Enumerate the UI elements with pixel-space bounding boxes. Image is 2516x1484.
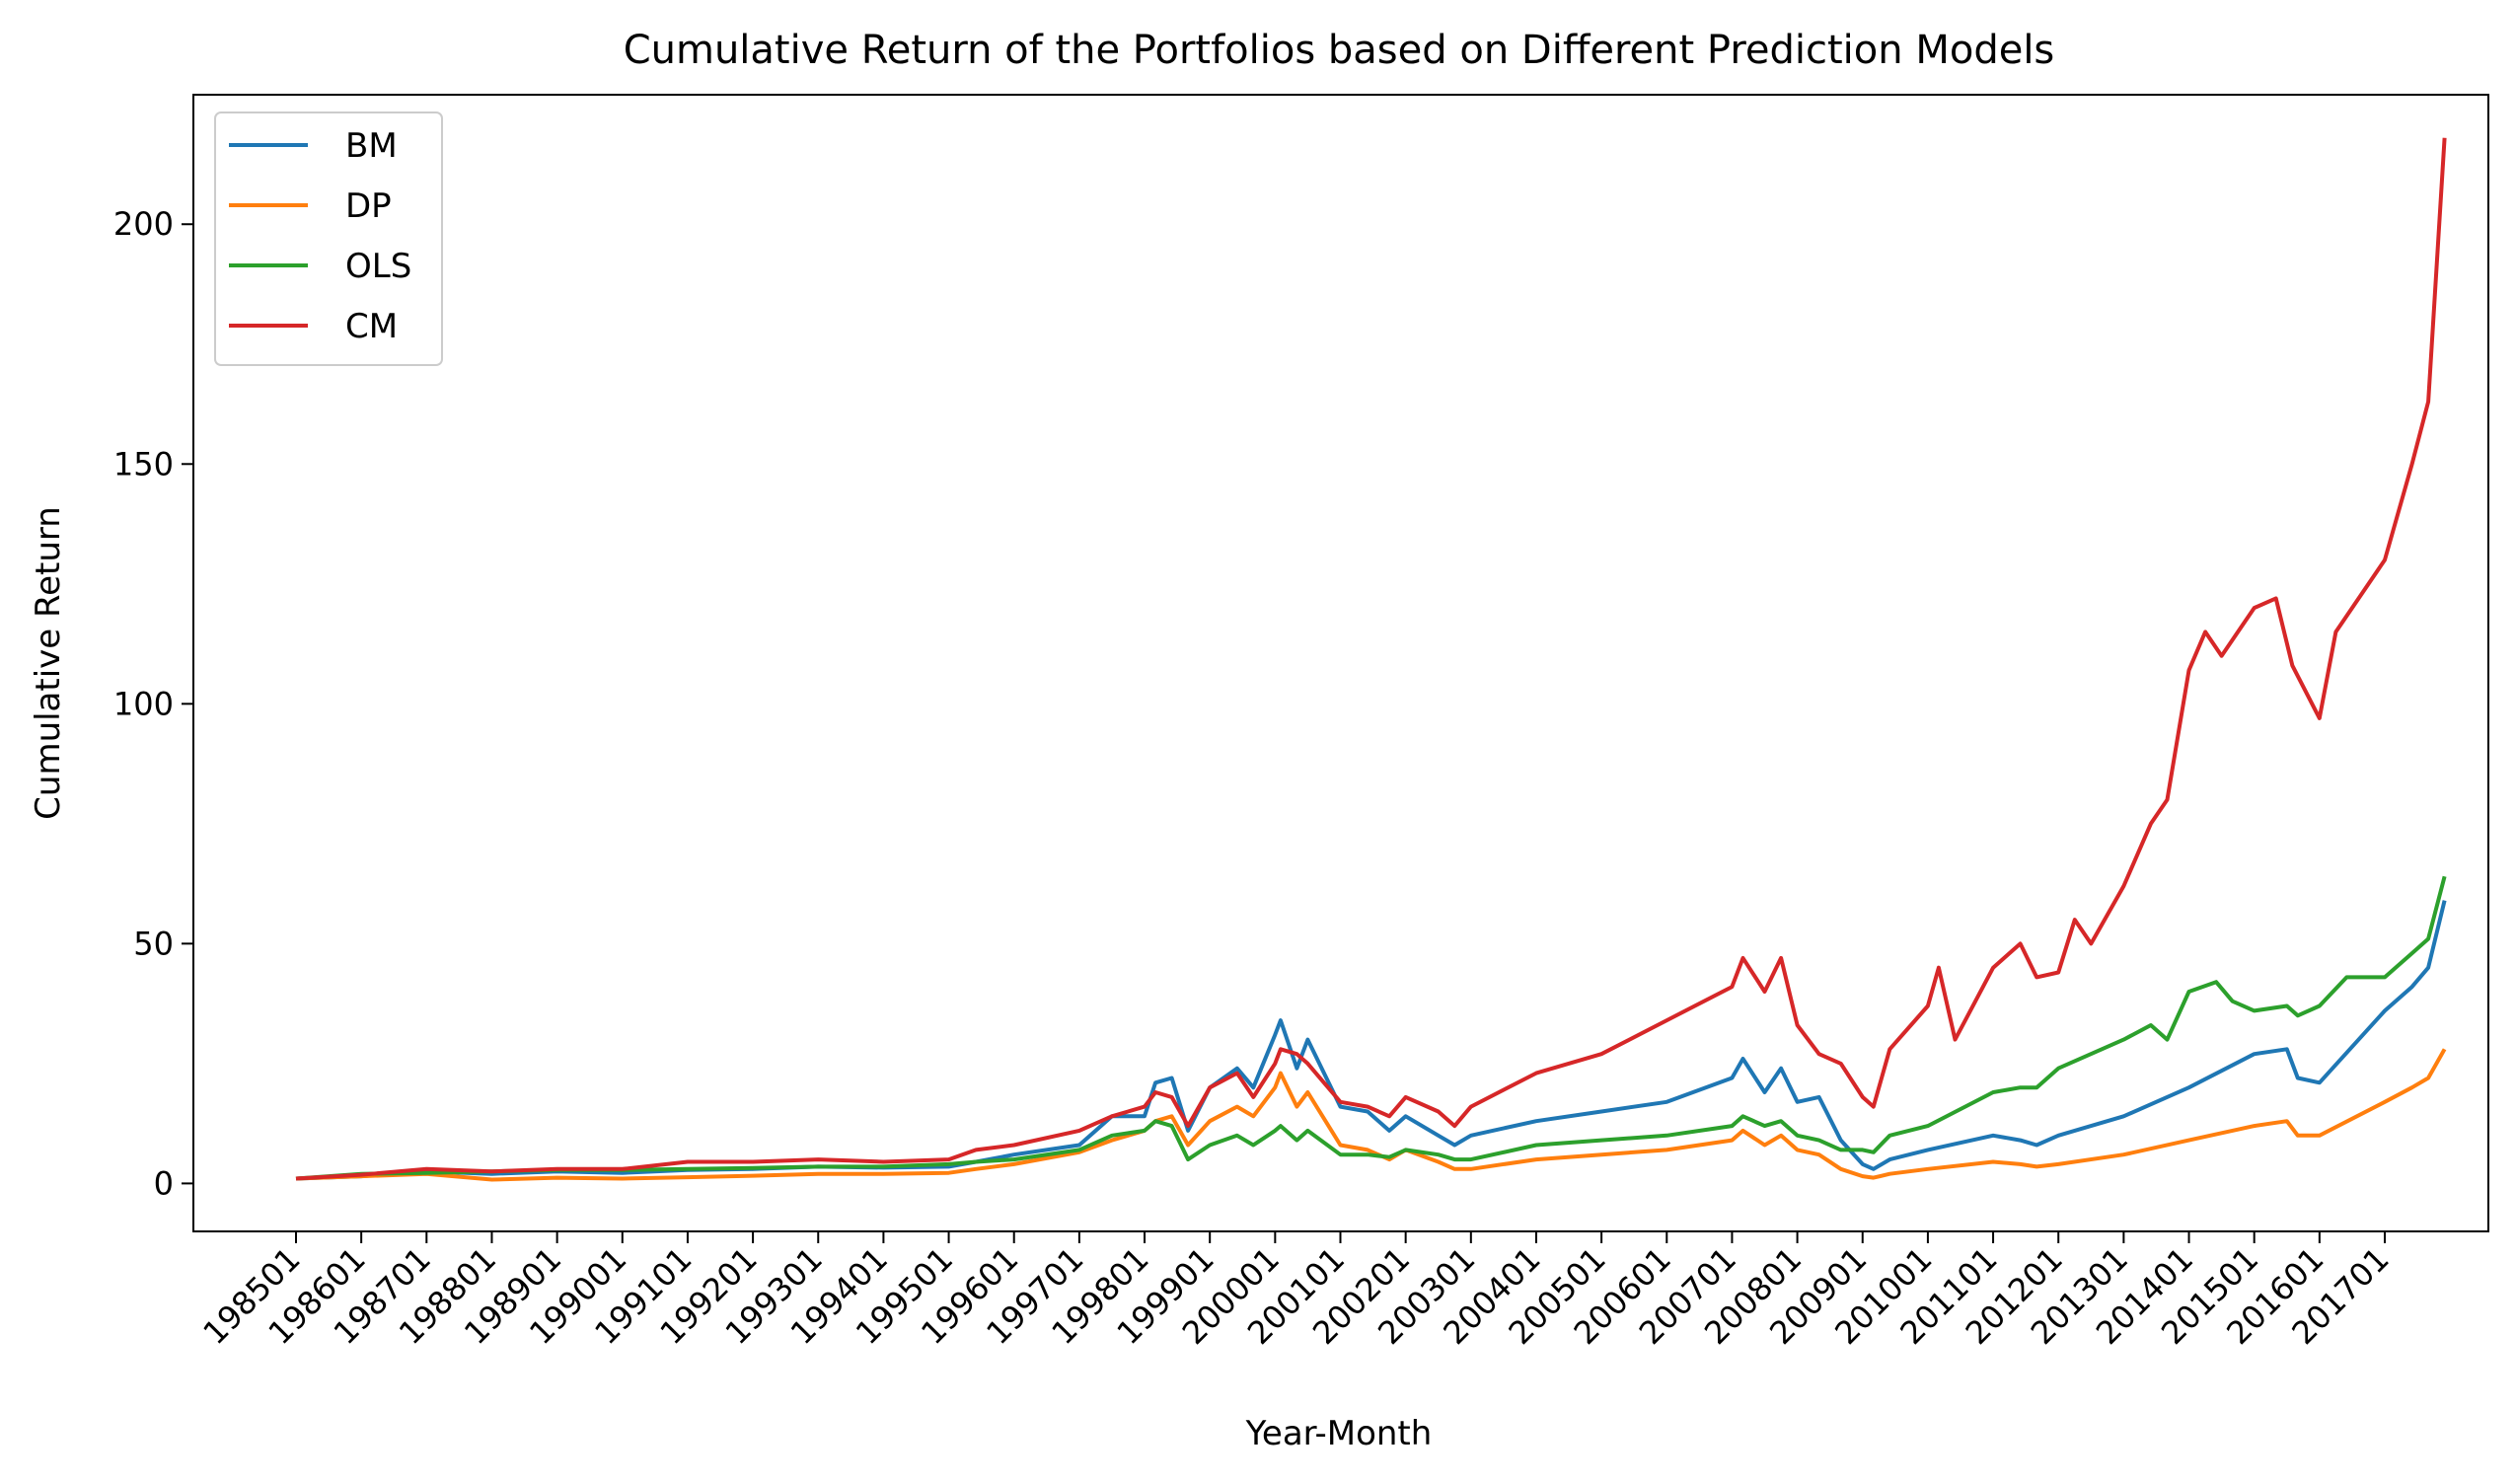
- x-axis-label: Year-Month: [1245, 1414, 1433, 1453]
- y-tick-label: 150: [113, 445, 174, 482]
- y-tick-label: 100: [113, 685, 174, 722]
- series-layer: [295, 137, 2447, 1182]
- series-line-ols: [295, 875, 2447, 1181]
- y-axis-label: Cumulative Return: [29, 506, 68, 820]
- series-line-bm: [295, 900, 2447, 1181]
- legend-items: BM DP OLS CM: [229, 126, 411, 346]
- y-tick-label: 200: [113, 205, 174, 243]
- legend-label-cm: CM: [345, 307, 398, 346]
- chart-title: Cumulative Return of the Portfolios base…: [624, 28, 2055, 73]
- legend-frame: [214, 111, 443, 366]
- x-axis: 1985011986011987011988011989011990011991…: [195, 1231, 2397, 1352]
- y-axis: 0 50 100 150 200: [113, 205, 193, 1202]
- y-tick-label: 50: [133, 925, 174, 962]
- legend: BM DP OLS CM: [214, 111, 443, 366]
- series-line-cm: [295, 137, 2447, 1181]
- plot-frame: [192, 94, 2489, 1232]
- y-tick-label: 0: [154, 1164, 174, 1202]
- legend-label-dp: DP: [345, 186, 392, 226]
- legend-label-bm: BM: [345, 126, 398, 166]
- series-line-dp: [295, 1048, 2447, 1182]
- legend-label-ols: OLS: [345, 247, 411, 286]
